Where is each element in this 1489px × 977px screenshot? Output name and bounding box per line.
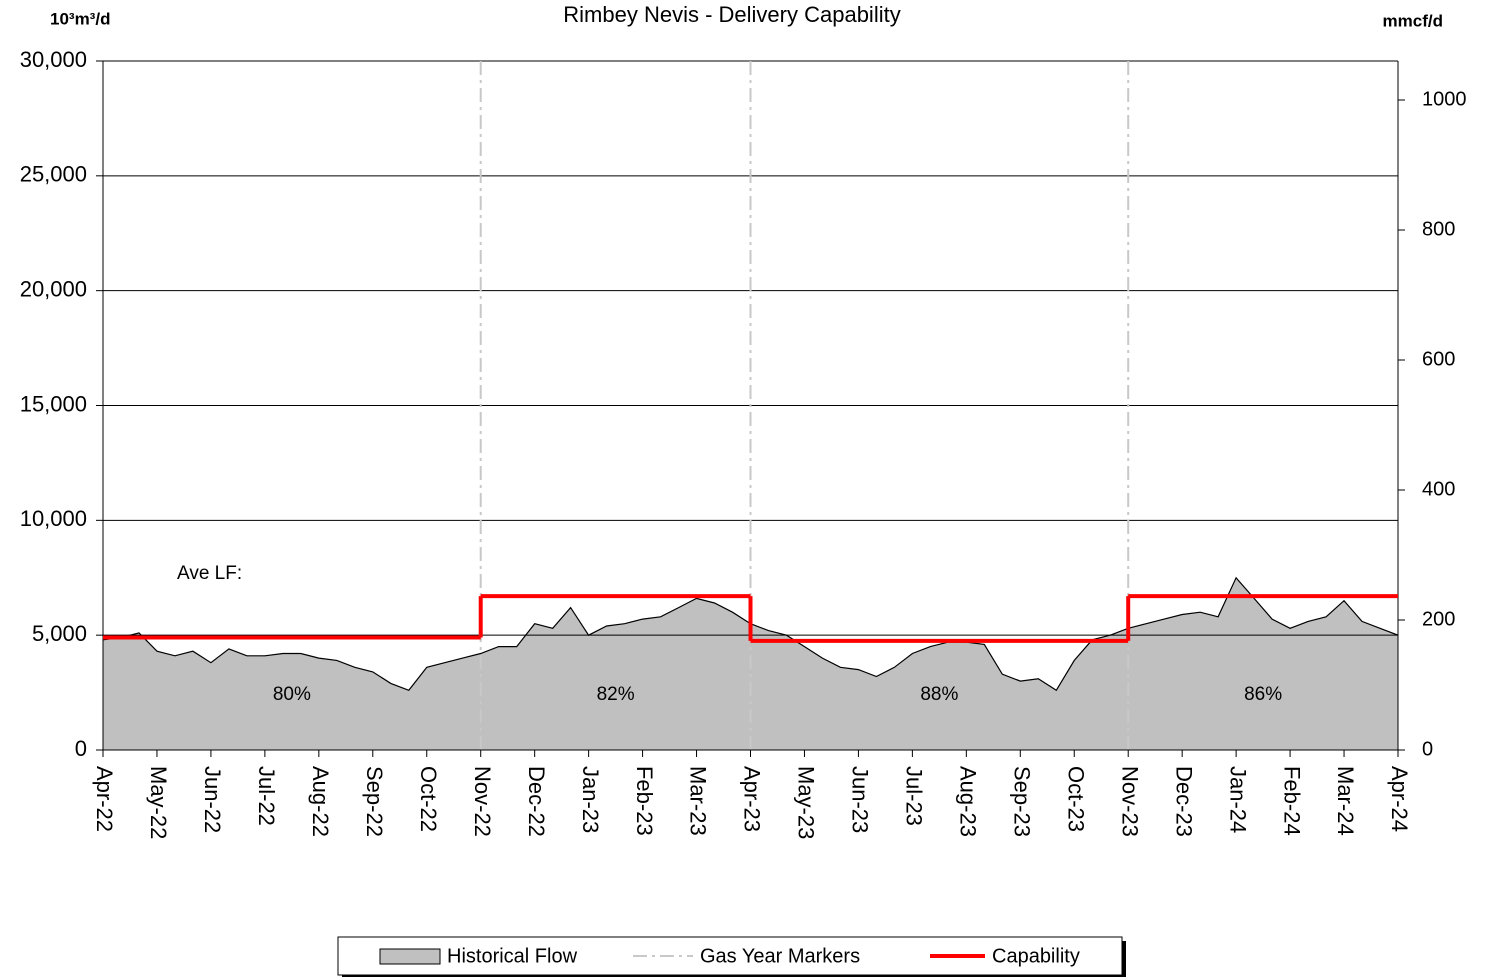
x-tick-label: Aug-23 xyxy=(956,766,981,837)
legend-label: Capability xyxy=(992,945,1080,967)
legend-label: Historical Flow xyxy=(447,945,578,967)
load-factor-label: 80% xyxy=(273,684,311,705)
x-tick-label: Nov-23 xyxy=(1117,766,1142,837)
x-tick-label: Jul-22 xyxy=(254,766,279,826)
chart-title: Rimbey Nevis - Delivery Capability xyxy=(563,2,900,27)
y-tick-label: 20,000 xyxy=(20,276,87,301)
x-tick-label: Aug-22 xyxy=(308,766,333,837)
x-tick-label: May-23 xyxy=(794,766,819,839)
annotation: Ave LF: xyxy=(177,563,242,584)
x-tick-label: May-22 xyxy=(146,766,171,839)
y-tick-label: 15,000 xyxy=(20,391,87,416)
x-tick-label: Feb-24 xyxy=(1279,766,1304,836)
x-tick-label: Sep-23 xyxy=(1009,766,1034,837)
y-tick-label: 10,000 xyxy=(20,506,87,531)
legend-label: Gas Year Markers xyxy=(700,945,860,967)
y-axis-unit: 10³m³/d xyxy=(50,9,110,28)
x-tick-label: Jun-22 xyxy=(200,766,225,833)
y2-tick-label: 1000 xyxy=(1422,88,1467,110)
load-factor-label: 88% xyxy=(920,684,958,705)
y-tick-label: 25,000 xyxy=(20,162,87,187)
x-tick-label: Feb-23 xyxy=(632,766,657,836)
x-tick-label: Jan-23 xyxy=(578,766,603,833)
x-tick-label: Apr-23 xyxy=(740,766,765,832)
legend-swatch xyxy=(379,948,441,965)
x-tick-label: Dec-23 xyxy=(1171,766,1196,837)
x-tick-label: Jul-23 xyxy=(902,766,927,826)
x-tick-label: Apr-24 xyxy=(1387,766,1412,832)
y2-tick-label: 0 xyxy=(1422,738,1433,760)
x-tick-label: Apr-22 xyxy=(92,766,117,832)
x-tick-label: Jan-24 xyxy=(1225,766,1250,833)
x-tick-label: Mar-23 xyxy=(686,766,711,836)
y2-tick-label: 200 xyxy=(1422,608,1455,630)
y2-tick-label: 600 xyxy=(1422,348,1455,370)
x-tick-label: Oct-23 xyxy=(1063,766,1088,832)
y-tick-label: 5,000 xyxy=(32,621,87,646)
y2-tick-label: 400 xyxy=(1422,478,1455,500)
y2-tick-label: 800 xyxy=(1422,218,1455,240)
x-tick-label: Nov-22 xyxy=(470,766,495,837)
load-factor-label: 82% xyxy=(597,684,635,705)
y-tick-label: 0 xyxy=(75,736,87,761)
y-tick-label: 30,000 xyxy=(20,47,87,72)
x-tick-label: Sep-22 xyxy=(362,766,387,837)
y2-axis-unit: mmcf/d xyxy=(1383,11,1443,30)
legend-box xyxy=(337,936,1123,976)
x-tick-label: Jun-23 xyxy=(848,766,873,833)
legend: Historical Flow Gas Year Markers Capabilit… xyxy=(337,936,1126,977)
x-tick-label: Dec-22 xyxy=(524,766,549,837)
x-tick-label: Mar-24 xyxy=(1333,766,1358,836)
x-tick-label: Oct-22 xyxy=(416,766,441,832)
load-factor-label: 86% xyxy=(1244,684,1282,705)
